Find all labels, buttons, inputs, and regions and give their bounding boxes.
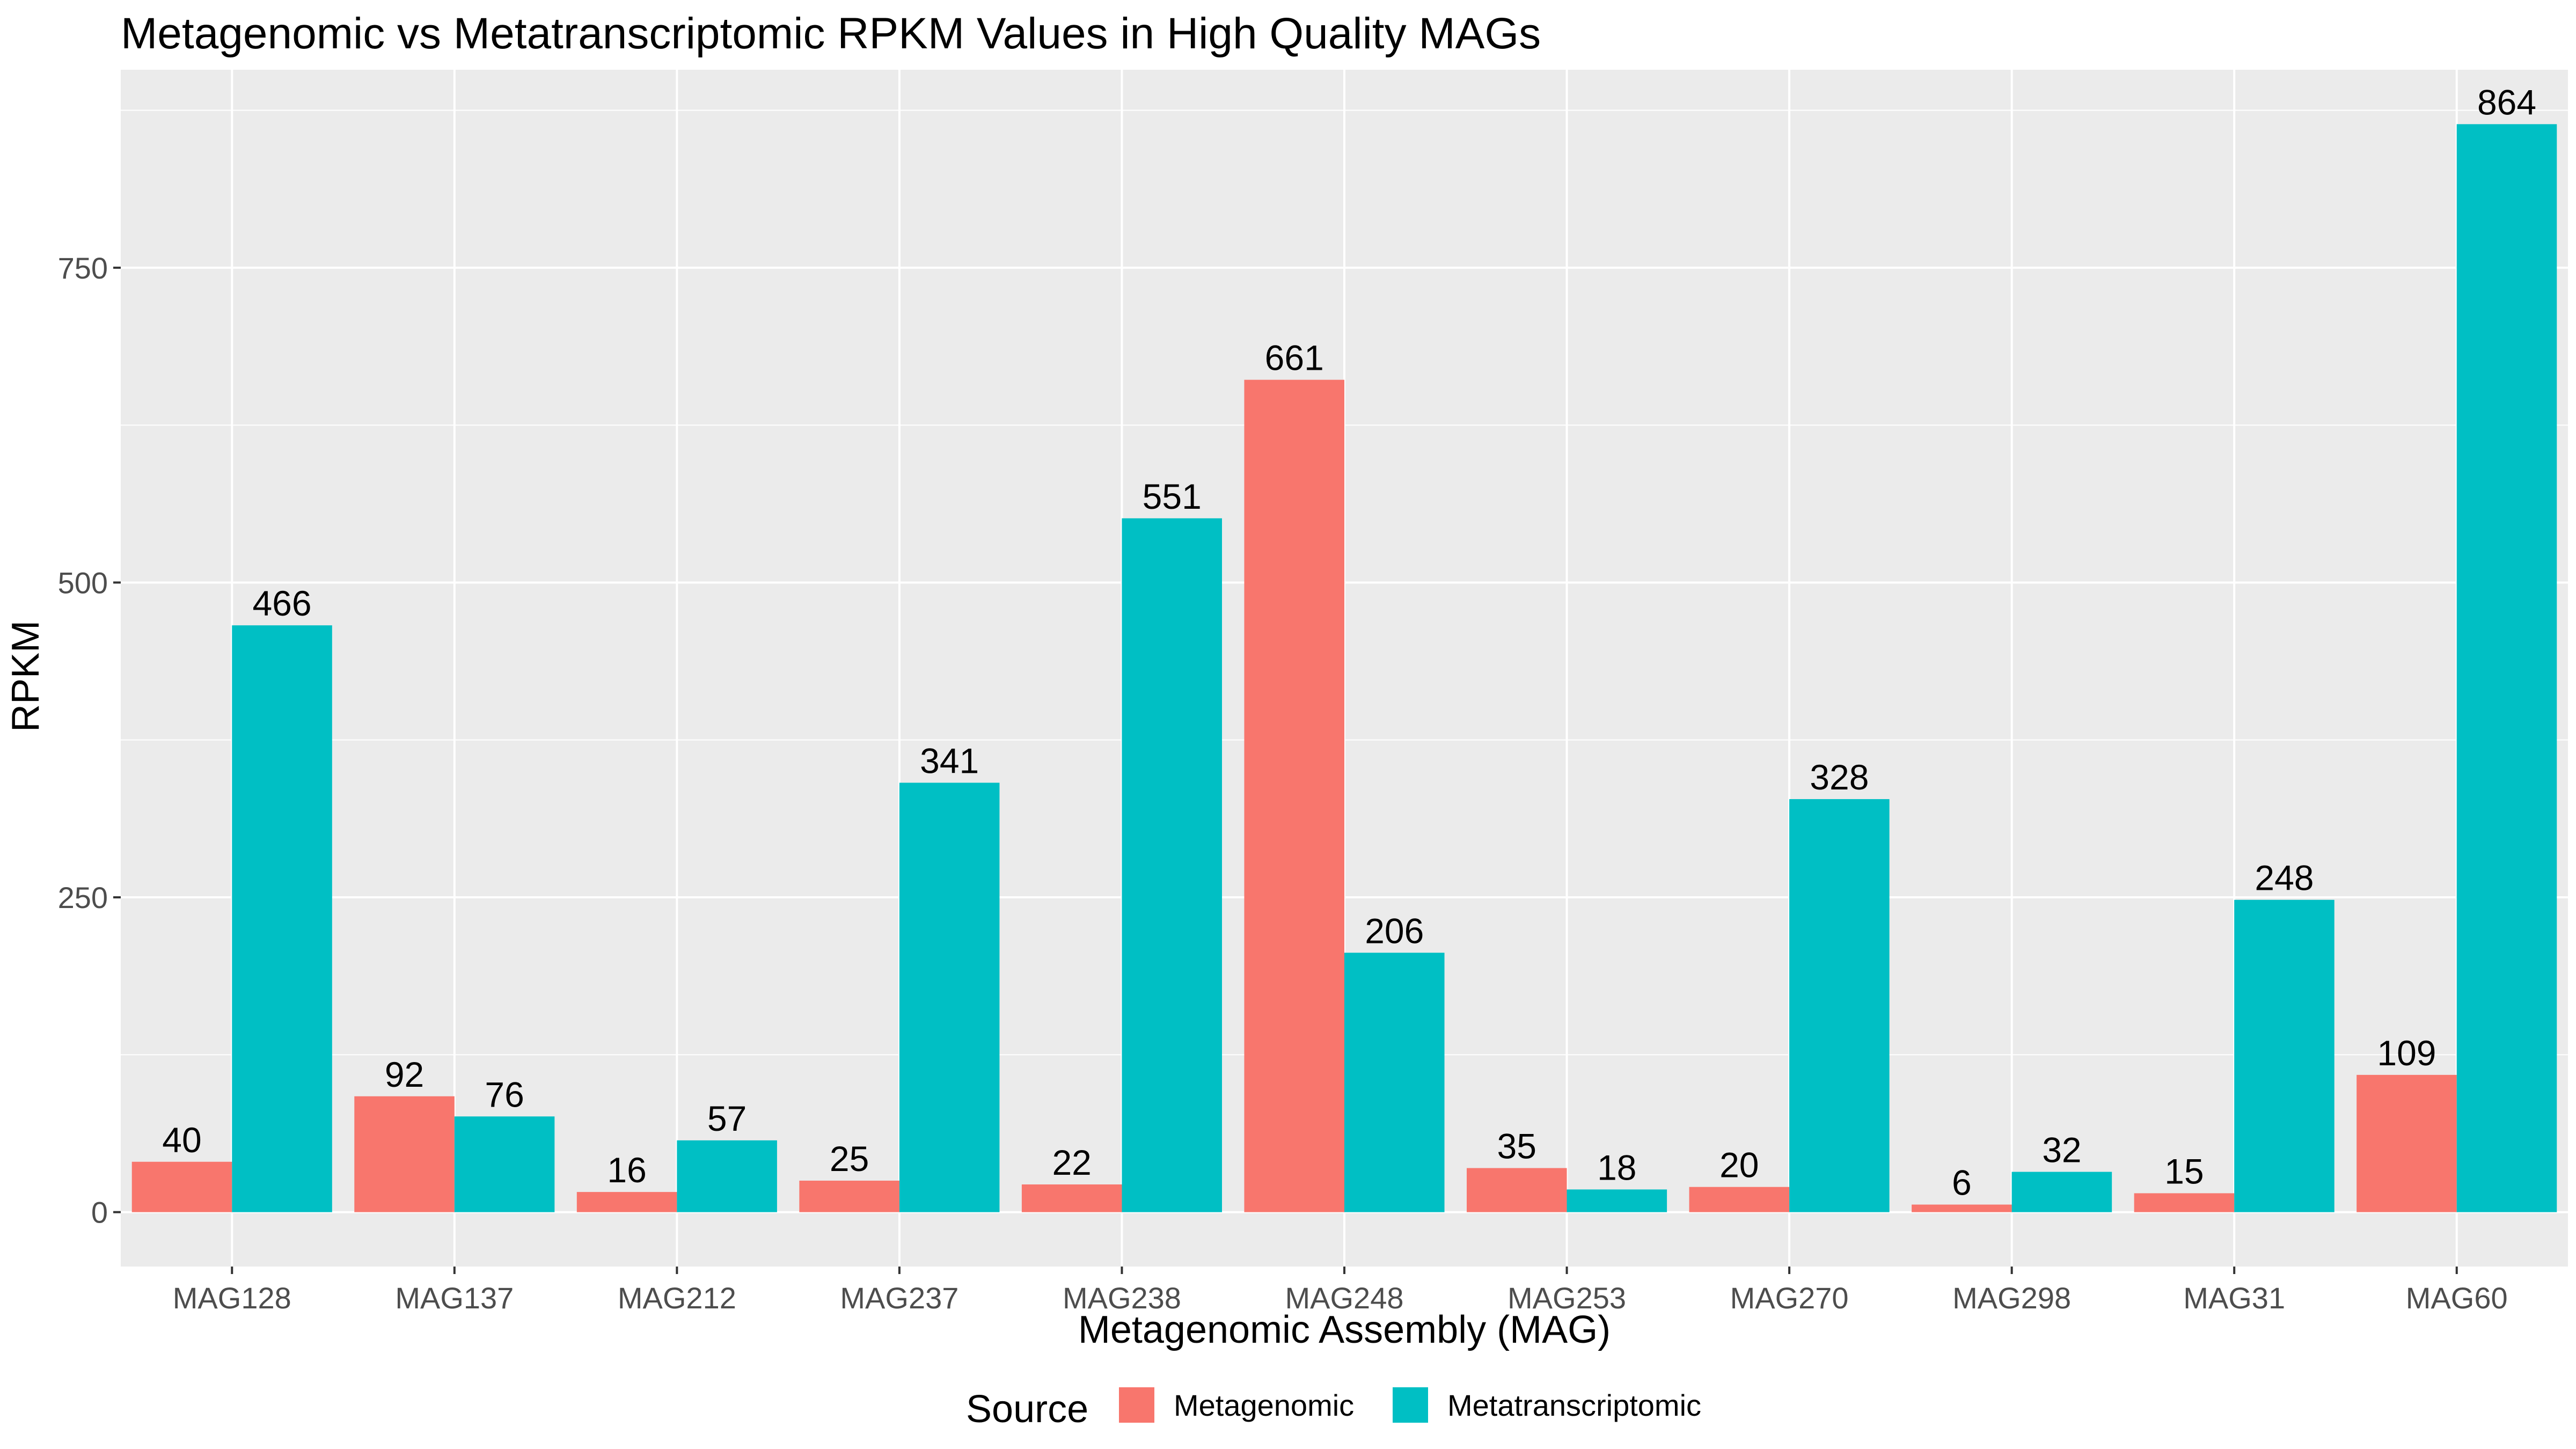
bar-metagenomic-mag253 (1467, 1168, 1567, 1212)
bar-metagenomic-mag212 (576, 1192, 677, 1212)
x-tick-label: MAG248 (1285, 1281, 1404, 1315)
data-label: 20 (1719, 1145, 1759, 1185)
x-tick-label: MAG212 (618, 1281, 736, 1315)
data-label: 57 (707, 1099, 747, 1138)
legend-label: Metagenomic (1174, 1388, 1354, 1422)
data-label: 15 (2164, 1151, 2204, 1191)
legend-swatch (1119, 1387, 1154, 1423)
data-label: 40 (162, 1120, 201, 1160)
bar-metagenomic-mag128 (131, 1161, 232, 1212)
x-tick-label: MAG137 (395, 1281, 514, 1315)
data-label: 466 (252, 583, 311, 623)
legend-items: Metagenomic Metatranscriptomic (1119, 1387, 1701, 1423)
legend-item-metatranscriptomic: Metatranscriptomic (1393, 1387, 1701, 1423)
legend-item-metagenomic: Metagenomic (1119, 1387, 1354, 1423)
bar-metatranscriptomic-mag237 (899, 782, 1000, 1212)
x-tick-label: MAG128 (173, 1281, 291, 1315)
data-label: 76 (485, 1074, 524, 1114)
y-tick-label: 0 (91, 1196, 108, 1230)
x-axis-title: Metagenomic Assembly (MAG) (1078, 1308, 1611, 1351)
data-labels: 40 466 92 76 16 57 25 341 22 551 661 206 35 18 20 328 6 3… (162, 82, 2536, 1202)
data-label: 864 (2477, 82, 2536, 122)
data-label: 22 (1052, 1143, 1091, 1182)
bar-metatranscriptomic-mag31 (2234, 899, 2334, 1212)
bar-metagenomic-mag270 (1689, 1187, 1790, 1212)
data-label: 32 (2042, 1130, 2081, 1170)
bar-metagenomic-mag298 (1912, 1204, 2012, 1212)
data-label: 35 (1497, 1126, 1536, 1166)
data-label: 18 (1597, 1147, 1636, 1187)
y-tick-label: 250 (58, 881, 108, 914)
x-tick-label: MAG60 (2406, 1281, 2508, 1315)
x-tick-label: MAG31 (2183, 1281, 2285, 1315)
data-label: 661 (1265, 338, 1324, 378)
x-axis: MAG128 MAG137 MAG212 MAG237 MAG238 MAG248 MAG2… (173, 1267, 2508, 1315)
legend: Source Metagenomic Metatranscriptomic (966, 1387, 1701, 1431)
x-tick-label: MAG270 (1730, 1281, 1849, 1315)
bar-metagenomic-mag237 (799, 1180, 899, 1212)
data-label: 328 (1810, 757, 1869, 797)
chart-title: Metagenomic vs Metatranscriptomic RPKM V… (121, 9, 1541, 58)
x-tick-label: MAG238 (1063, 1281, 1181, 1315)
bar-metagenomic-mag60 (2357, 1074, 2457, 1212)
bar-metatranscriptomic-mag212 (677, 1140, 777, 1212)
y-axis: 0 250 500 750 (58, 251, 121, 1230)
bar-metatranscriptomic-mag128 (232, 625, 332, 1212)
bar-metatranscriptomic-mag137 (454, 1116, 555, 1212)
bar-metagenomic-mag31 (2134, 1193, 2235, 1212)
bar-metagenomic-mag248 (1244, 379, 1344, 1212)
bar-metagenomic-mag238 (1021, 1184, 1122, 1212)
data-label: 206 (1365, 911, 1424, 950)
bar-metatranscriptomic-mag270 (1789, 799, 1890, 1212)
bar-metatranscriptomic-mag60 (2456, 124, 2557, 1212)
bars (131, 124, 2557, 1212)
data-label: 109 (2377, 1033, 2436, 1073)
y-axis-title: RPKM (4, 620, 47, 732)
bar-metatranscriptomic-mag253 (1567, 1189, 1667, 1212)
x-tick-label: MAG237 (840, 1281, 958, 1315)
x-tick-label: MAG253 (1507, 1281, 1626, 1315)
data-label: 25 (830, 1139, 869, 1179)
bar-metatranscriptomic-mag298 (2011, 1172, 2112, 1212)
data-label: 551 (1143, 477, 1202, 516)
legend-label: Metatranscriptomic (1447, 1388, 1701, 1422)
data-label: 6 (1952, 1163, 1972, 1203)
data-label: 92 (385, 1055, 424, 1094)
y-tick-label: 750 (58, 251, 108, 285)
data-label: 341 (920, 741, 979, 781)
bar-metagenomic-mag137 (354, 1096, 455, 1212)
data-label: 248 (2255, 858, 2314, 898)
x-tick-label: MAG298 (1952, 1281, 2071, 1315)
bar-metatranscriptomic-mag248 (1344, 953, 1445, 1212)
data-label: 16 (607, 1150, 646, 1190)
y-tick-label: 500 (58, 566, 108, 599)
legend-title: Source (966, 1388, 1088, 1431)
legend-swatch (1393, 1387, 1428, 1423)
bar-metatranscriptomic-mag238 (1122, 518, 1222, 1212)
